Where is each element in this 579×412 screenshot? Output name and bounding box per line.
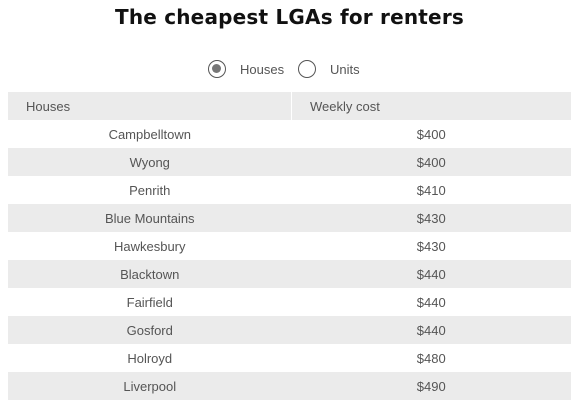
table-row: Liverpool $490 — [8, 372, 571, 400]
cost-cell: $440 — [416, 322, 446, 338]
area-cell: Hawkesbury — [113, 238, 186, 254]
houses-radio-label[interactable]: Houses — [240, 61, 285, 77]
cost-cell: $430 — [416, 238, 446, 254]
area-cell: Gosford — [126, 322, 173, 338]
area-cell: Blue Mountains — [104, 210, 195, 226]
column-header-weekly-cost: Weekly cost — [310, 98, 380, 114]
cost-cell: $490 — [416, 378, 446, 394]
property-type-toggle: Houses Units — [0, 60, 579, 84]
table-row: Holroyd $480 — [8, 344, 571, 372]
table-row: Blue Mountains $430 — [8, 204, 571, 232]
table-row: Hawkesbury $430 — [8, 232, 571, 260]
cost-cell: $480 — [416, 350, 446, 366]
table-row: Fairfield $440 — [8, 288, 571, 316]
cost-cell: $400 — [416, 126, 446, 142]
cost-cell: $440 — [416, 266, 446, 282]
column-header-area: Houses — [8, 92, 292, 120]
units-radio[interactable]: Units — [298, 60, 360, 78]
area-cell: Penrith — [129, 182, 171, 198]
cost-cell: $410 — [416, 182, 446, 198]
houses-radio-circle[interactable] — [208, 60, 226, 78]
area-cell: Liverpool — [123, 378, 177, 394]
cost-cell: $430 — [416, 210, 446, 226]
table-row: Gosford $440 — [8, 316, 571, 344]
area-cell: Holroyd — [127, 350, 173, 366]
area-cell: Blacktown — [120, 266, 180, 282]
page-title: The cheapest LGAs for renters — [114, 5, 464, 29]
table-row: Wyong $400 — [8, 148, 571, 176]
cost-cell: $400 — [416, 154, 446, 170]
table-row: Penrith $410 — [8, 176, 571, 204]
cost-cell: $440 — [416, 294, 446, 310]
units-radio-circle[interactable] — [298, 60, 316, 78]
table-row: Blacktown $440 — [8, 260, 571, 288]
houses-radio[interactable]: Houses — [208, 60, 284, 78]
rent-table: Houses Weekly cost Campbelltown $400 Wyo… — [8, 92, 571, 400]
area-cell: Wyong — [129, 154, 170, 170]
units-radio-label[interactable]: Units — [330, 61, 360, 77]
area-cell: Campbelltown — [108, 126, 191, 142]
area-cell: Fairfield — [126, 294, 173, 310]
table-row: Campbelltown $400 — [8, 120, 571, 148]
table-header-row: Houses Weekly cost — [8, 92, 571, 120]
